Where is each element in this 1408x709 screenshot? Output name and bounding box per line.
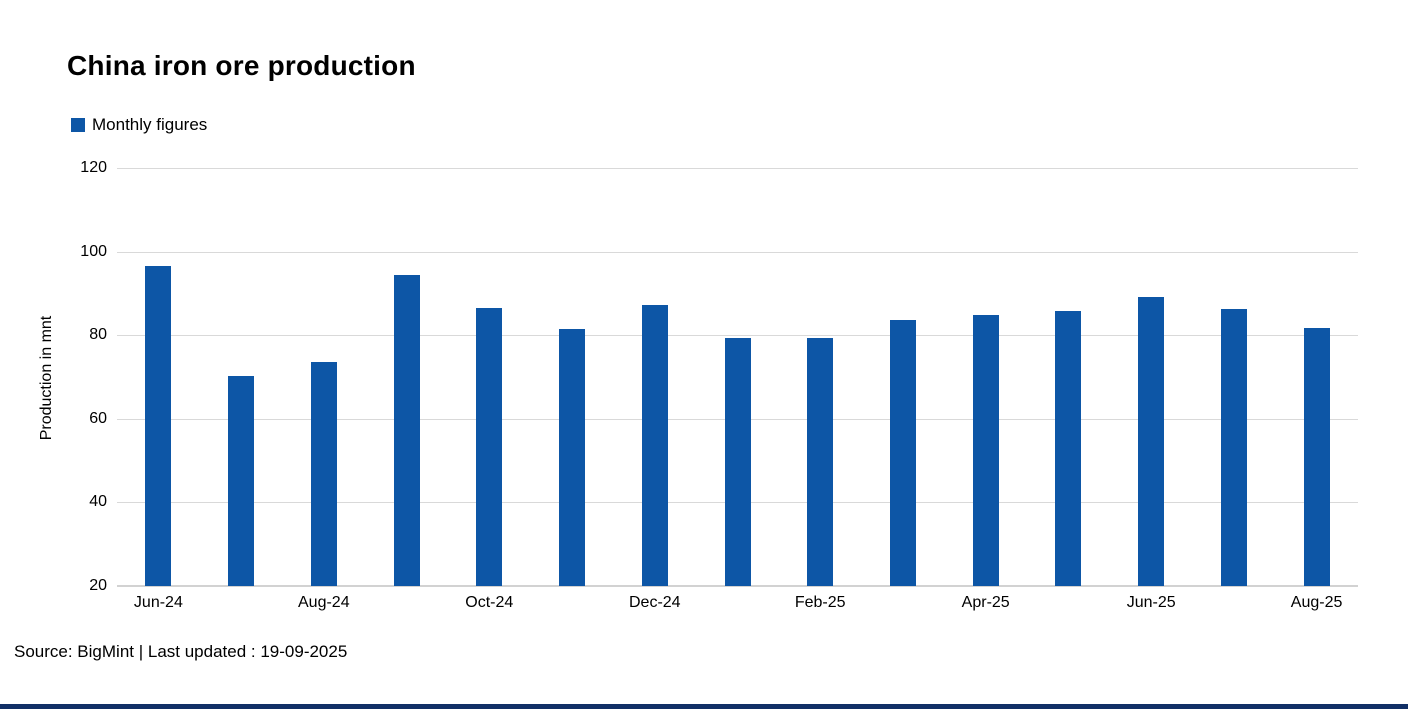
footer-accent-bar (0, 704, 1408, 709)
legend: Monthly figures (71, 115, 207, 135)
x-tick-label: Aug-24 (298, 594, 350, 611)
gridline (117, 168, 1358, 169)
x-tick-label: Jun-24 (133, 594, 183, 611)
source-note: Source: BigMint | Last updated : 19-09-2… (14, 642, 348, 661)
y-tick-label: 100 (80, 242, 107, 260)
x-axis-line (117, 585, 1358, 587)
y-axis-title: Production in mnt (38, 315, 55, 441)
gridline (117, 335, 1358, 337)
x-tick-label: Aug-25 (1290, 594, 1343, 611)
bar-jul-24 (228, 375, 255, 586)
bar-jan-25 (724, 338, 751, 586)
bar-aug-24 (310, 361, 337, 586)
bar-aug-25 (1303, 328, 1330, 586)
x-tick-label: Feb-25 (794, 594, 846, 611)
bar-jun-24 (145, 265, 172, 586)
bar-nov-24 (559, 329, 585, 586)
x-tick-label: Dec-24 (629, 594, 681, 611)
plot-area (117, 168, 1358, 587)
bar-may-25 (1055, 311, 1082, 586)
bar-dec-24 (641, 304, 668, 586)
bar-sep-24 (393, 275, 420, 586)
y-tick-label: 60 (89, 409, 107, 427)
x-tick-label: Jun-25 (1126, 594, 1176, 611)
bar-oct-24 (476, 308, 503, 586)
x-tick-label: Oct-24 (465, 594, 514, 611)
y-tick-label: 120 (80, 159, 107, 176)
bar-apr-25 (972, 314, 999, 586)
bar-jun-25 (1138, 296, 1165, 586)
y-tick-label: 80 (89, 326, 107, 344)
legend-label: Monthly figures (92, 115, 208, 134)
gridline (117, 251, 1358, 253)
chart-title: China iron ore production (67, 50, 416, 81)
y-tick-label: 40 (89, 493, 107, 511)
y-tick-label: 20 (89, 577, 107, 594)
x-tick-label: Apr-25 (961, 594, 1010, 611)
legend-swatch-icon (71, 118, 85, 132)
bar-mar-25 (890, 320, 916, 586)
bar-feb-25 (807, 338, 834, 586)
bar-jul-25 (1220, 308, 1247, 586)
